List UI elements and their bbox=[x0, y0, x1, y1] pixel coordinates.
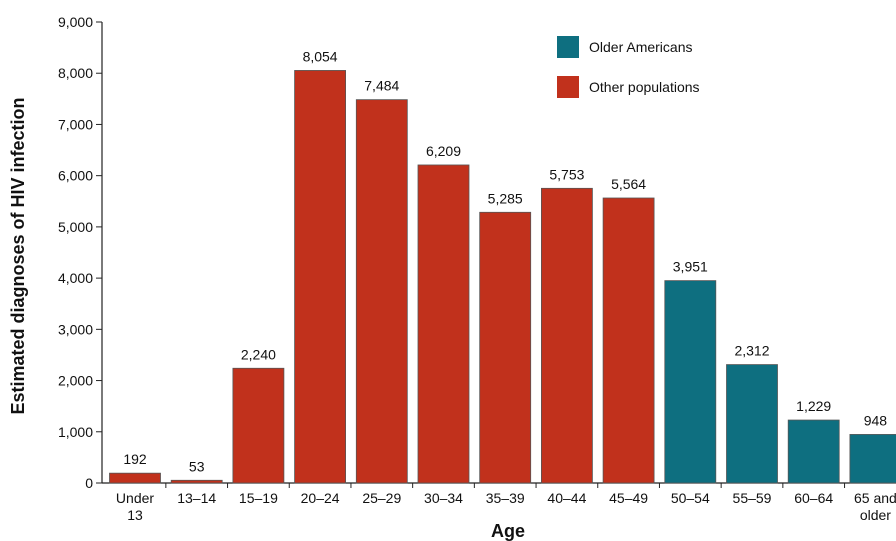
bar-4 bbox=[355, 99, 408, 484]
y-tick-label: 1,000 bbox=[58, 424, 93, 440]
y-tick-label: 3,000 bbox=[58, 321, 93, 337]
data-label-0: 192 bbox=[123, 451, 147, 467]
y-tick-label: 8,000 bbox=[58, 65, 93, 81]
x-tick-label-10: 55–59 bbox=[733, 490, 772, 506]
y-axis-title: Estimated diagnoses of HIV infection bbox=[8, 97, 28, 414]
y-tick-label: 7,000 bbox=[58, 116, 93, 132]
data-label-3: 8,054 bbox=[303, 48, 338, 64]
bar-8 bbox=[602, 197, 655, 484]
y-tick-label: 2,000 bbox=[58, 373, 93, 389]
y-tick-label: 4,000 bbox=[58, 270, 93, 286]
bar-11 bbox=[787, 419, 840, 484]
legend-swatch-other bbox=[557, 76, 579, 98]
x-tick-label-12: 65 and older bbox=[854, 490, 896, 523]
bar-0 bbox=[109, 472, 161, 484]
x-tick-label-6: 35–39 bbox=[486, 490, 525, 506]
x-tick-label-11: 60–64 bbox=[794, 490, 833, 506]
y-tick-label: 9,000 bbox=[58, 14, 93, 30]
data-label-6: 5,285 bbox=[488, 190, 523, 206]
x-axis-title: Age bbox=[491, 521, 525, 541]
bar-10 bbox=[726, 364, 778, 484]
x-tick-label-2: 15–19 bbox=[239, 490, 278, 506]
axes: 0 1,000 2,000 3,000 4,000 5,000 6,000 7,000 8,00… bbox=[58, 14, 896, 523]
x-tick-label-4: 25–29 bbox=[362, 490, 401, 506]
x-tick-label-1: 13–14 bbox=[177, 490, 216, 506]
bar-5 bbox=[417, 164, 470, 484]
data-label-12: 948 bbox=[864, 412, 888, 428]
x-tick-label-8: 45–49 bbox=[609, 490, 648, 506]
bar-12 bbox=[849, 434, 896, 484]
data-label-1: 53 bbox=[189, 458, 205, 474]
data-label-11: 1,229 bbox=[796, 398, 831, 414]
data-label-7: 5,753 bbox=[549, 166, 584, 182]
legend: Older Americans Other populations bbox=[557, 36, 700, 98]
data-label-4: 7,484 bbox=[364, 78, 399, 94]
x-tick-label-9: 50–54 bbox=[671, 490, 710, 506]
x-tick-label-5: 30–34 bbox=[424, 490, 463, 506]
bar-1 bbox=[170, 479, 223, 484]
bar-6 bbox=[479, 211, 532, 484]
bar-7 bbox=[541, 187, 593, 484]
legend-swatch-older bbox=[557, 36, 579, 58]
legend-label-other: Other populations bbox=[589, 79, 700, 95]
y-tick-label: 6,000 bbox=[58, 168, 93, 184]
data-label-8: 5,564 bbox=[611, 176, 646, 192]
bar-2 bbox=[232, 367, 285, 484]
data-label-9: 3,951 bbox=[673, 259, 708, 275]
bar-9 bbox=[664, 280, 717, 484]
bar-3 bbox=[294, 70, 347, 484]
data-label-2: 2,240 bbox=[241, 346, 276, 362]
y-tick-label: 5,000 bbox=[58, 219, 93, 235]
data-label-10: 2,312 bbox=[734, 343, 769, 359]
x-tick-label-0: Under 13 bbox=[116, 490, 154, 523]
x-tick-label-7: 40–44 bbox=[547, 490, 586, 506]
data-label-5: 6,209 bbox=[426, 143, 461, 159]
bars: 192 53 2,240 8,054 7,484 6,209 5,285 5,753 5,564… bbox=[109, 48, 896, 484]
x-tick-label-3: 20–24 bbox=[301, 490, 340, 506]
legend-label-older: Older Americans bbox=[589, 39, 692, 55]
y-tick-label: 0 bbox=[85, 475, 93, 491]
